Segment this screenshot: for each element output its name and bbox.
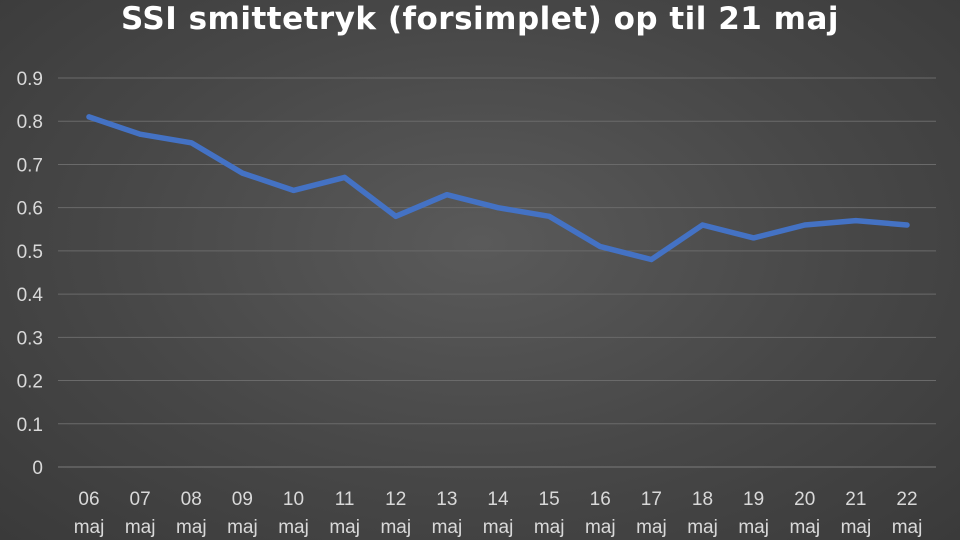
y-tick-label: 0.9 [17, 69, 43, 90]
x-tick-label: 07 maj [125, 489, 156, 538]
x-tick-month: maj [585, 517, 616, 538]
x-tick-day: 18 [692, 489, 713, 510]
x-tick-month: maj [74, 517, 105, 538]
y-tick-label: 0.7 [17, 155, 43, 176]
x-tick-label: 10 maj [278, 489, 309, 538]
x-tick-day: 21 [845, 489, 866, 510]
x-tick-month: maj [227, 517, 258, 538]
gridlines [58, 77, 936, 468]
x-tick-month: maj [380, 517, 411, 538]
x-tick-label: 18 maj [687, 489, 718, 538]
y-tick-label: 0.1 [17, 415, 43, 436]
x-tick-day: 13 [436, 489, 457, 510]
y-tick-label: 0.2 [17, 372, 43, 393]
x-tick-day: 07 [130, 489, 151, 510]
x-tick-day: 16 [590, 489, 611, 510]
x-tick-label: 12 maj [380, 489, 411, 538]
x-tick-label: 22 maj [892, 489, 923, 538]
x-tick-month: maj [738, 517, 769, 538]
data-point [699, 222, 706, 228]
x-tick-month: maj [892, 517, 923, 538]
x-tick-month: maj [534, 517, 565, 538]
chart-title: SSI smittetryk (forsimplet) op til 21 ma… [120, 1, 839, 37]
x-tick-month: maj [841, 517, 872, 538]
y-tick-label: 0.6 [17, 199, 43, 220]
data-point [393, 213, 399, 219]
x-tick-label: 20 maj [789, 489, 820, 538]
series-layer [86, 114, 910, 263]
x-tick-month: maj [483, 517, 514, 538]
y-axis: 0 0.1 0.2 0.3 0.4 0.5 0.6 0.7 0.8 0.9 [17, 69, 44, 479]
data-point [239, 170, 245, 176]
x-tick-day: 20 [794, 489, 815, 510]
data-point [853, 218, 859, 224]
x-tick-label: 11 maj [329, 489, 360, 538]
x-tick-label: 09 maj [227, 489, 258, 538]
y-tick-label: 0.3 [17, 328, 43, 349]
data-point [86, 114, 92, 120]
x-tick-month: maj [278, 517, 309, 538]
data-point [342, 174, 348, 181]
x-tick-label: 19 maj [738, 489, 769, 538]
x-tick-label: 14 maj [483, 489, 514, 538]
data-point [188, 140, 194, 146]
x-tick-day: 12 [385, 489, 406, 510]
x-tick-label: 15 maj [534, 489, 565, 538]
data-point [904, 222, 910, 228]
data-point [137, 131, 143, 137]
data-point [802, 222, 808, 228]
x-tick-day: 09 [232, 489, 253, 510]
x-tick-month: maj [789, 517, 820, 538]
series-line [86, 114, 910, 263]
x-tick-day: 15 [539, 489, 560, 510]
data-point [751, 235, 757, 241]
x-tick-month: maj [176, 517, 207, 538]
x-tick-day: 22 [896, 489, 917, 510]
y-tick-label: 0.5 [17, 242, 43, 263]
x-tick-day: 08 [181, 489, 202, 510]
x-tick-label: 13 maj [432, 489, 463, 538]
x-tick-day: 19 [743, 489, 764, 510]
x-tick-day: 14 [487, 489, 509, 510]
data-point [290, 187, 297, 193]
x-tick-label: 16 maj [585, 489, 616, 538]
x-axis: 06 maj 07 maj 08 maj 09 maj 10 maj 11 maj 12 maj 13 maj… [74, 489, 923, 538]
data-point [495, 205, 501, 211]
x-tick-month: maj [687, 517, 718, 538]
x-tick-label: 08 maj [176, 489, 207, 538]
x-tick-label: 21 maj [841, 489, 872, 538]
y-tick-label: 0 [32, 458, 43, 479]
x-tick-month: maj [432, 517, 463, 538]
x-tick-day: 10 [283, 489, 304, 510]
x-tick-month: maj [125, 517, 156, 538]
y-tick-label: 0.8 [17, 112, 43, 133]
x-tick-label: 06 maj [74, 489, 105, 538]
x-tick-day: 06 [78, 489, 99, 510]
x-tick-day: 11 [335, 489, 355, 510]
x-tick-day: 17 [641, 489, 662, 510]
data-point [597, 243, 603, 250]
x-tick-label: 17 maj [636, 489, 667, 538]
data-point [546, 213, 552, 219]
x-tick-month: maj [329, 517, 360, 538]
data-point [648, 256, 654, 263]
data-point [444, 192, 450, 198]
y-tick-label: 0.4 [17, 285, 44, 306]
x-tick-month: maj [636, 517, 667, 538]
